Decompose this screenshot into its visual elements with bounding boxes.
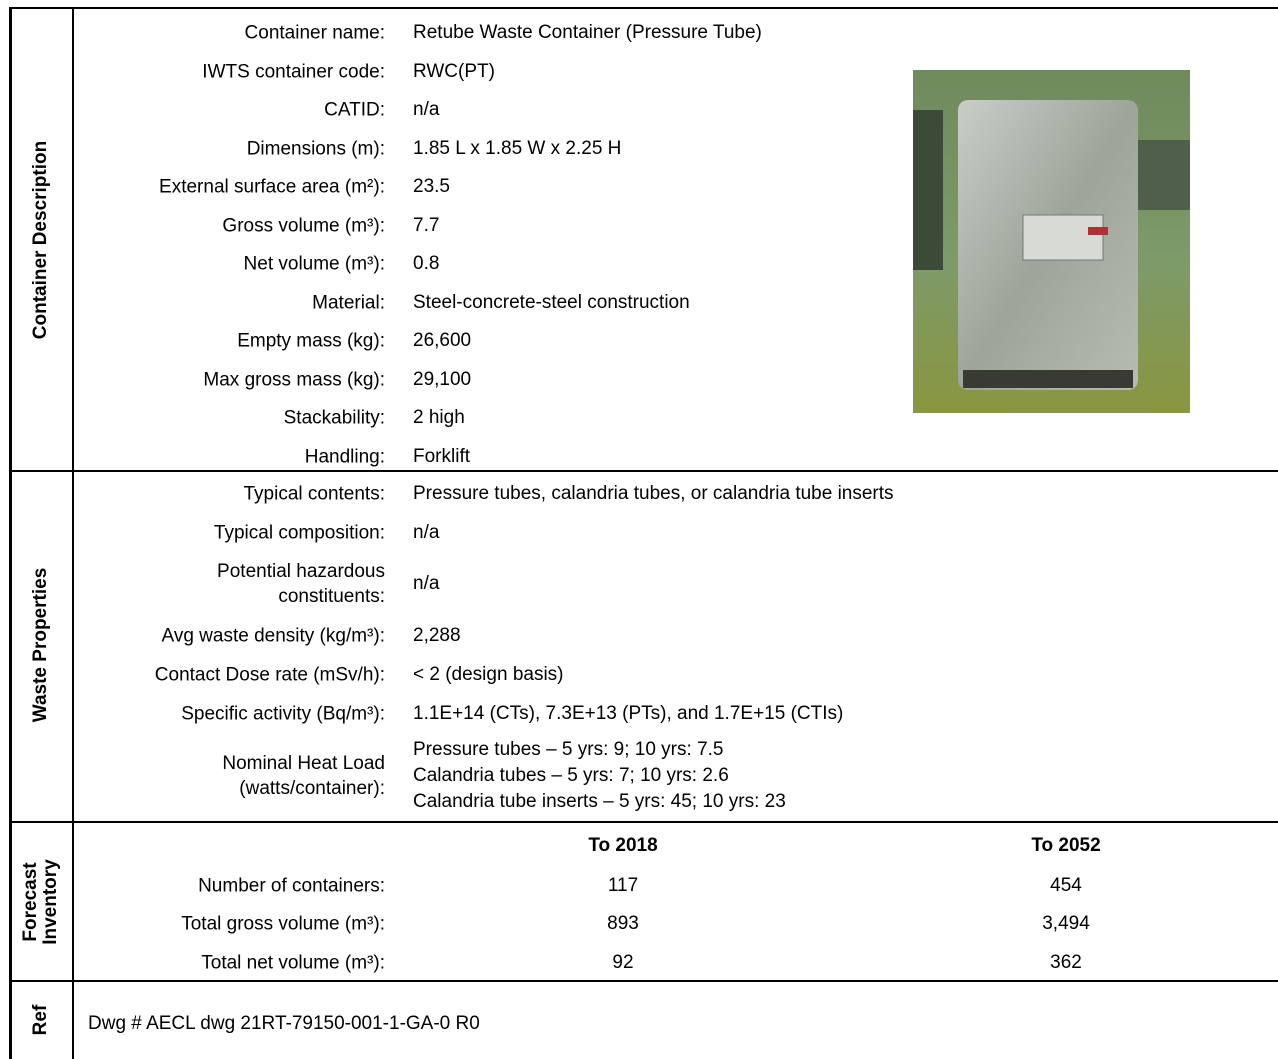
row-value: 7.7 xyxy=(413,214,440,236)
text-line: Potential hazardous xyxy=(217,561,385,582)
text-line: constituents: xyxy=(278,586,385,607)
row-value: RWC(PT) xyxy=(413,60,495,82)
text-line: Calandria tube inserts – 5 yrs: 45; 10 y… xyxy=(413,791,786,812)
text-line: Forecast xyxy=(20,862,41,942)
row-label: External surface area (m²): xyxy=(159,176,385,198)
cell-value: 454 xyxy=(1050,875,1082,896)
cell-value: 92 xyxy=(612,952,634,973)
row-label: Empty mass (kg): xyxy=(237,330,385,352)
row-label: Avg waste density (kg/m³): xyxy=(161,625,385,647)
row-value: Retube Waste Container (Pressure Tube) xyxy=(413,22,762,43)
container-photo xyxy=(913,70,1190,413)
column-header: To 2018 xyxy=(588,835,658,856)
row-label: Total net volume (m³): xyxy=(201,952,385,974)
row-label: Potential hazardous constituents: xyxy=(217,559,385,609)
row-label: Contact Dose rate (mSv/h): xyxy=(154,664,385,686)
row-value: 0.8 xyxy=(413,253,440,274)
text-line: Calandria tubes – 5 yrs: 7; 10 yrs: 2.6 xyxy=(413,765,729,786)
row-label: Nominal Heat Load (watts/container): xyxy=(222,751,385,801)
text-line: (watts/container): xyxy=(239,778,385,799)
divider xyxy=(72,7,74,1059)
border xyxy=(9,7,12,1059)
row-label: Stackability: xyxy=(283,407,385,429)
divider xyxy=(9,821,1278,823)
row-value: 1.85 L x 1.85 W x 2.25 H xyxy=(413,137,622,159)
cell-value: 3,494 xyxy=(1042,913,1090,934)
cell-value: 362 xyxy=(1050,952,1082,973)
row-label: Typical contents: xyxy=(243,483,385,505)
row-value: 2 high xyxy=(413,407,465,428)
row-label: Dimensions (m): xyxy=(246,138,385,159)
row-value: < 2 (design basis) xyxy=(413,664,564,685)
row-label: Container name: xyxy=(244,22,385,44)
text-line: Nominal Heat Load xyxy=(222,753,385,774)
row-label: IWTS container code: xyxy=(202,61,385,82)
row-label: Material: xyxy=(312,292,385,313)
row-value: 2,288 xyxy=(413,625,461,646)
row-label: Max gross mass (kg): xyxy=(203,369,385,390)
border xyxy=(9,7,1278,9)
row-value: n/a xyxy=(413,522,440,543)
row-value: 26,600 xyxy=(413,330,472,351)
row-label: Total gross volume (m³): xyxy=(181,913,385,935)
divider xyxy=(9,470,1278,472)
row-label: Typical composition: xyxy=(213,522,385,544)
column-header: To 2052 xyxy=(1031,835,1101,856)
text-line: Pressure tubes – 5 yrs: 9; 10 yrs: 7.5 xyxy=(413,739,724,760)
row-value: 1.1E+14 (CTs), 7.3E+13 (PTs), and 1.7E+1… xyxy=(413,703,844,724)
row-value: Steel-concrete-steel construction xyxy=(413,291,690,313)
section-title: Waste Properties xyxy=(30,567,51,723)
cell-value: 117 xyxy=(607,875,639,896)
row-value: 29,100 xyxy=(413,368,472,390)
section-title: Forecast Inventory xyxy=(20,859,61,945)
row-label: Number of containers: xyxy=(198,875,385,897)
row-label: Gross volume (m³): xyxy=(222,215,385,236)
divider xyxy=(9,980,1278,982)
row-value: n/a xyxy=(413,573,440,594)
row-value: Pressure tubes – 5 yrs: 9; 10 yrs: 7.5 Ca… xyxy=(413,737,786,815)
row-value: Forklift xyxy=(413,445,470,467)
text-line: Inventory xyxy=(40,859,61,945)
row-value: 23.5 xyxy=(413,176,450,197)
section-title: Ref xyxy=(30,1004,51,1036)
row-label: Net volume (m³): xyxy=(243,253,385,275)
row-label: CATID: xyxy=(324,99,385,121)
cell-value: 893 xyxy=(607,913,639,934)
ref-text: Dwg # AECL dwg 21RT-79150-001-1-GA-0 R0 xyxy=(88,1013,480,1034)
row-value: Pressure tubes, calandria tubes, or cala… xyxy=(413,483,894,504)
row-value: n/a xyxy=(413,99,440,120)
section-title: Container Description xyxy=(30,140,51,340)
row-label: Handling: xyxy=(304,446,385,467)
row-label: Specific activity (Bq/m³): xyxy=(181,703,385,725)
